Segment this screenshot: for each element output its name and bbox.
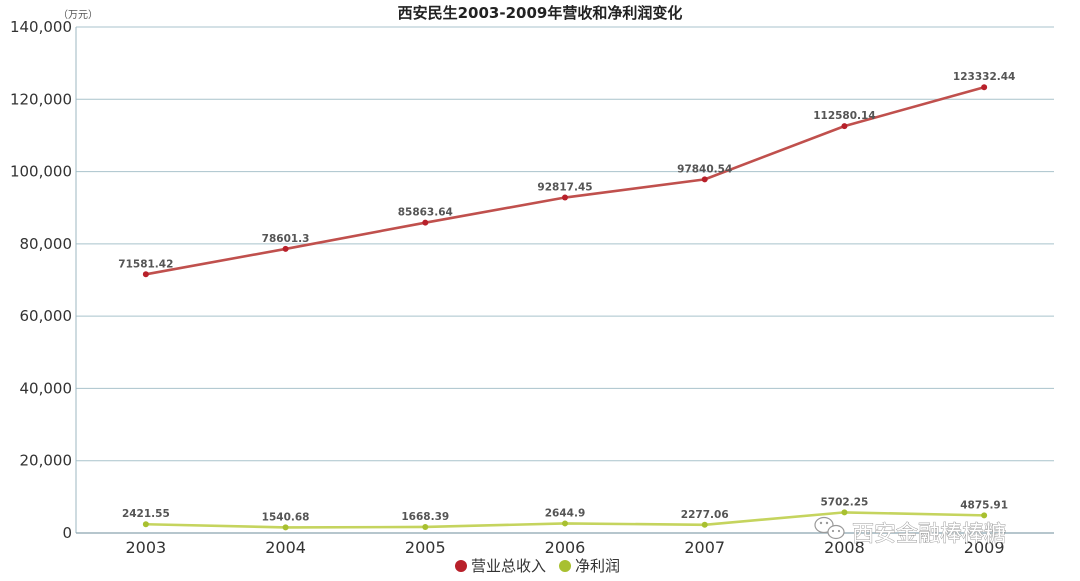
y-tick-label: 0 [62, 524, 72, 542]
data-point [981, 512, 988, 519]
data-label: 5702.25 [821, 496, 869, 508]
data-label: 112580.14 [813, 110, 875, 122]
data-point [981, 84, 988, 91]
y-tick-label: 60,000 [20, 307, 73, 325]
data-point [142, 521, 149, 528]
y-tick-label: 40,000 [20, 379, 73, 397]
data-point [422, 219, 429, 226]
legend-marker [559, 560, 572, 572]
y-tick-label: 20,000 [20, 452, 73, 470]
data-label: 123332.44 [953, 71, 1015, 83]
x-tick-label: 2008 [824, 538, 865, 557]
x-tick-label: 2009 [964, 538, 1005, 557]
series-layer [142, 84, 988, 531]
y-tick-label: 80,000 [20, 235, 73, 253]
data-label: 97840.54 [677, 163, 732, 175]
data-label: 2421.55 [122, 508, 170, 520]
data-point [562, 520, 568, 527]
data-point [282, 524, 289, 531]
data-label: 1540.68 [262, 511, 310, 523]
data-point [841, 123, 848, 130]
x-tick-label: 2007 [684, 538, 725, 557]
data-label: 78601.3 [262, 233, 310, 245]
legend-label: 净利润 [575, 557, 620, 575]
x-tick-label: 2003 [125, 538, 166, 557]
data-labels: 71581.42 78601.3 85863.64 92817.45 97840.54 1… [118, 71, 1015, 523]
data-label: 85863.64 [398, 207, 453, 219]
data-point [701, 521, 708, 528]
x-tick-label: 2006 [545, 538, 586, 557]
axes: 0 20,000 40,000 60,000 80,000 100,000 120,000 1… [10, 18, 1054, 557]
y-tick-label: 100,000 [10, 163, 72, 181]
data-label: 4875.91 [960, 499, 1008, 511]
data-point [701, 176, 708, 183]
data-point [142, 271, 149, 278]
data-label: 2644.9 [545, 507, 586, 519]
y-tick-label: 140,000 [10, 18, 72, 36]
y-tick-label: 120,000 [10, 90, 72, 108]
chart-title: 西安民生2003-2009年营收和净利润变化 [398, 4, 683, 22]
watermark-text: 西安金融棒棒糖 [852, 522, 1006, 547]
watermark: 西安金融棒棒糖 [814, 516, 1006, 547]
y-axis-unit: （万元） [58, 9, 98, 21]
gridlines [76, 26, 1054, 462]
data-label: 92817.45 [537, 182, 592, 194]
legend: 营业总收入 净利润 [455, 557, 620, 575]
data-point [282, 245, 289, 252]
legend-label: 营业总收入 [471, 557, 546, 575]
data-point [422, 523, 429, 530]
legend-marker [455, 560, 467, 572]
data-label: 71581.42 [118, 258, 173, 270]
wechat-icon [814, 516, 845, 540]
x-tick-label: 2005 [405, 538, 446, 557]
data-label: 1668.39 [401, 511, 449, 523]
data-label: 2277.06 [681, 509, 729, 521]
data-point [562, 194, 568, 201]
x-tick-label: 2004 [265, 538, 306, 557]
data-point [841, 509, 848, 516]
